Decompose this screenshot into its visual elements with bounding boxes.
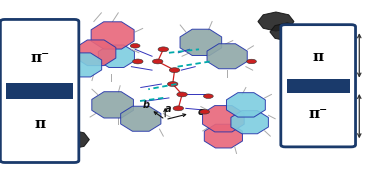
Polygon shape bbox=[76, 40, 116, 66]
Text: b: b bbox=[143, 100, 150, 110]
Polygon shape bbox=[92, 92, 133, 118]
Polygon shape bbox=[204, 124, 242, 148]
Circle shape bbox=[158, 47, 169, 52]
Bar bbox=[6, 83, 73, 99]
Polygon shape bbox=[270, 23, 304, 41]
Circle shape bbox=[167, 82, 178, 86]
Circle shape bbox=[177, 92, 187, 97]
Circle shape bbox=[152, 59, 163, 64]
Polygon shape bbox=[203, 106, 244, 132]
Bar bbox=[287, 79, 350, 93]
Polygon shape bbox=[98, 45, 135, 68]
Circle shape bbox=[169, 68, 180, 73]
Polygon shape bbox=[231, 111, 268, 134]
Polygon shape bbox=[91, 22, 134, 49]
Polygon shape bbox=[207, 44, 247, 69]
FancyBboxPatch shape bbox=[281, 25, 356, 147]
Polygon shape bbox=[53, 130, 89, 149]
Circle shape bbox=[133, 59, 143, 64]
Text: π⁻: π⁻ bbox=[308, 107, 328, 121]
Polygon shape bbox=[64, 53, 102, 77]
Polygon shape bbox=[43, 141, 77, 159]
Text: c: c bbox=[197, 107, 203, 117]
Polygon shape bbox=[226, 93, 265, 117]
Polygon shape bbox=[258, 12, 294, 31]
Text: π⁻: π⁻ bbox=[30, 51, 49, 65]
FancyBboxPatch shape bbox=[0, 19, 79, 163]
Text: π: π bbox=[34, 117, 45, 131]
Circle shape bbox=[203, 94, 213, 98]
Text: a: a bbox=[165, 104, 172, 114]
Circle shape bbox=[247, 59, 256, 64]
Circle shape bbox=[130, 44, 140, 48]
Text: π: π bbox=[313, 50, 324, 64]
Polygon shape bbox=[180, 29, 222, 55]
Circle shape bbox=[173, 106, 184, 111]
Circle shape bbox=[200, 110, 209, 114]
Polygon shape bbox=[121, 106, 161, 131]
